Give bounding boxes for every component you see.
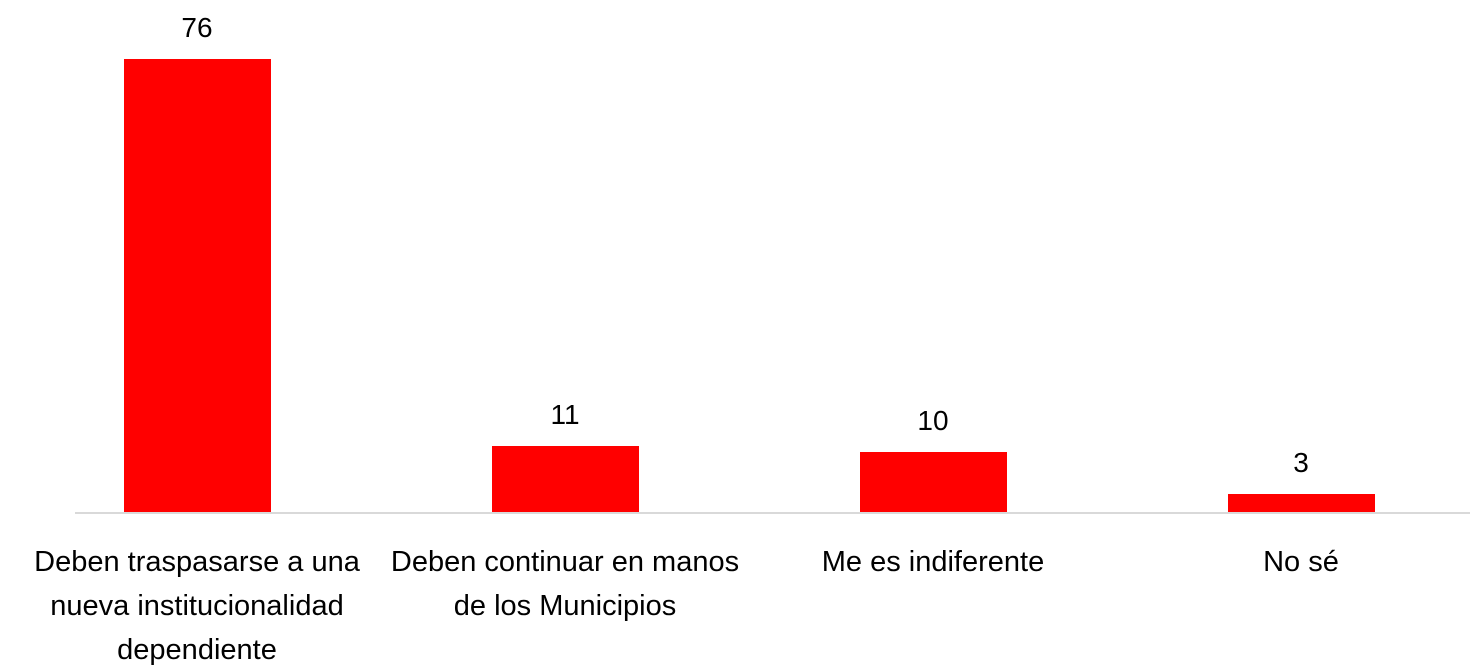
bar [1227,494,1375,512]
x-tick-label: No sé [1263,546,1339,578]
x-axis-line [75,512,1470,514]
value-label: 76 [181,12,213,43]
value-label: 3 [1293,447,1309,479]
x-tick-label: Me es indiferente [821,546,1045,578]
x-tick-label: Deben continuar en manos de los Municipi… [390,546,740,622]
value-label: 10 [917,405,949,437]
bar [859,452,1007,512]
bar [491,446,639,512]
value-label: 11 [550,399,580,431]
x-tick-label: Deben traspasarse a una nueva institucio… [34,546,360,666]
bar [123,59,271,512]
